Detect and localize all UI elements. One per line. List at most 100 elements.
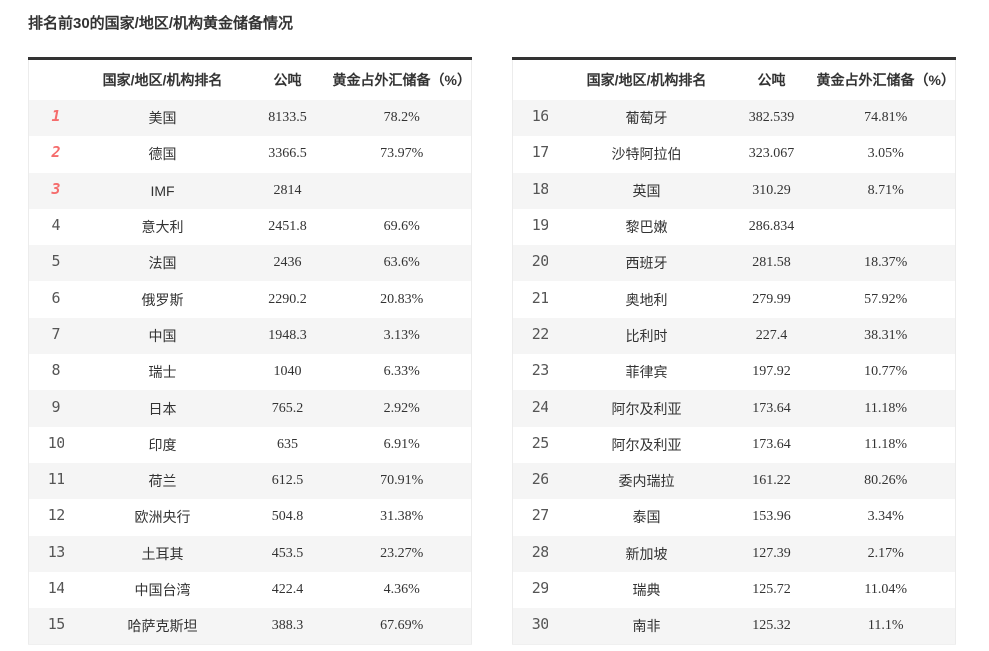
metric-tons-cell: 453.5 [242,535,333,572]
country-name-cell: 委内瑞拉 [566,462,727,500]
table-row: 10 印度 635 6.91% [29,427,472,463]
gold-fx-percent-cell: 11.1% [816,608,956,645]
country-name-cell: 中国 [82,317,243,355]
metric-tons-cell: 1040 [273,364,302,380]
rank-number: 30 [531,617,548,633]
gold-fx-percent-cell: 73.97% [380,146,424,162]
country-name-cell: 哈萨克斯坦 [82,608,243,645]
rank-number: 23 [531,363,548,379]
gold-fx-percent-cell: 18.37% [816,245,956,282]
metric-tons-cell: 173.64 [752,436,791,452]
header-country: 国家/地区/机构排名 [566,58,727,100]
gold-fx-percent-cell: 3.34% [867,509,904,525]
metric-tons-cell: 1948.3 [242,317,333,355]
rank-cell: 26 [512,462,567,500]
page-title: 排名前30的国家/地区/机构黄金储备情况 [28,15,294,32]
country-name-cell: 新加坡 [566,535,727,572]
country-name-cell: 德国 [148,146,177,163]
rank-number: 5 [51,254,61,270]
gold-fx-percent-cell: 2.17% [816,535,956,572]
rank-cell: 2 [29,136,83,172]
country-name-cell: 欧洲央行 [134,509,191,526]
rank-number: 6 [51,290,61,306]
table-row: 5 法国 2436 63.6% [28,245,472,282]
rank-number: 14 [47,581,64,596]
metric-tons-cell: 153.96 [752,509,791,525]
metric-tons-cell: 388.3 [242,608,333,645]
rank-number: 24 [531,399,548,415]
rank-number: 18 [531,181,548,197]
rank-number: 2 [51,145,61,161]
table-row: 30 南非 125.32 11.1% [512,608,956,645]
rank-number: 27 [531,508,548,524]
header-rank [512,58,567,100]
rank-number: 17 [531,145,548,161]
table-body: 16 葡萄牙 382.539 74.81% 17 沙特阿拉伯 323.067 3.05% 18 英… [512,100,956,645]
country-name-cell: 奥地利 [625,291,668,308]
gold-reserves-table-right: 国家/地区/机构排名 公吨 黄金占外汇储备（%） 16 葡萄牙 382.539 74.… [512,57,956,646]
gold-fx-percent-cell: 31.38% [380,509,424,525]
rank-cell: 9 [28,390,83,427]
gold-fx-percent-cell: 3.13% [332,317,472,355]
rank-number: 10 [47,435,64,451]
gold-fx-percent-cell: 4.36% [383,582,420,597]
rank-cell: 5 [28,245,83,282]
metric-tons-cell: 310.29 [726,172,817,209]
rank-cell: 12 [29,499,83,535]
table-row: 14 中国台湾 422.4 4.36% [29,572,472,608]
country-name-cell: 泰国 [632,509,661,526]
gold-fx-percent-cell: 74.81% [816,100,956,137]
country-name-cell: 阿尔及利亚 [611,436,682,453]
rank-number: 16 [531,109,548,125]
metric-tons-cell: 286.834 [748,219,795,235]
table-row: 17 沙特阿拉伯 323.067 3.05% [513,136,956,172]
table-body: 1 美国 8133.5 78.2% 2 德国 3366.5 73.97% 3 IMF 2814 4 意大… [28,100,472,645]
metric-tons-cell: 125.32 [726,608,817,645]
metric-tons-cell: 127.39 [726,535,817,572]
table-header: 国家/地区/机构排名 公吨 黄金占外汇储备（%） [28,58,472,100]
rank-number: 21 [531,290,548,306]
country-name-cell: 沙特阿拉伯 [611,146,682,163]
table-row: 7 中国 1948.3 3.13% [28,317,472,355]
country-name-cell: 瑞士 [148,364,177,381]
rank-cell: 21 [513,281,567,317]
rank-cell: 17 [513,136,567,172]
table-row: 12 欧洲央行 504.8 31.38% [29,499,472,535]
country-name-cell: 荷兰 [82,462,243,500]
table-row: 22 比利时 227.4 38.31% [512,317,956,355]
metric-tons-cell: 173.64 [726,390,817,427]
header-country: 国家/地区/机构排名 [82,58,243,100]
table-row: 27 泰国 153.96 3.34% [513,499,956,535]
gold-fx-percent-cell: 78.2% [332,100,472,137]
table-row: 20 西班牙 281.58 18.37% [512,245,956,282]
metric-tons-cell: 125.72 [752,582,791,597]
rank-number: 8 [51,363,61,379]
rank-cell: 20 [512,245,567,282]
header-gold-fx-percent: 黄金占外汇储备（%） [816,58,956,100]
country-name-cell: 菲律宾 [625,364,668,381]
table-row: 9 日本 765.2 2.92% [28,390,472,427]
table-row: 24 阿尔及利亚 173.64 11.18% [512,390,956,427]
gold-fx-percent-cell: 80.26% [816,462,956,500]
rank-cell: 18 [512,172,567,209]
metric-tons-cell: 227.4 [726,317,817,355]
table-row: 4 意大利 2451.8 69.6% [29,209,472,245]
header-rank [28,58,83,100]
header-row: 国家/地区/机构排名 公吨 黄金占外汇储备（%） [28,58,472,100]
metric-tons-cell: 635 [277,436,298,452]
gold-fx-percent-cell: 63.6% [332,245,472,282]
metric-tons-cell: 8133.5 [242,100,333,137]
rank-number: 4 [51,218,61,234]
rank-cell: 13 [28,535,83,572]
rank-number: 7 [51,326,61,342]
metric-tons-cell: 2436 [242,245,333,282]
gold-fx-percent-cell: 67.69% [332,608,472,645]
country-name-cell: 葡萄牙 [566,100,727,137]
table-row: 6 俄罗斯 2290.2 20.83% [29,281,472,317]
header-metric-tons: 公吨 [726,58,817,100]
rank-cell: 6 [29,281,83,317]
rank-number: 20 [531,254,548,270]
rank-number: 22 [531,326,548,342]
gold-fx-percent-cell: 11.04% [864,582,908,597]
